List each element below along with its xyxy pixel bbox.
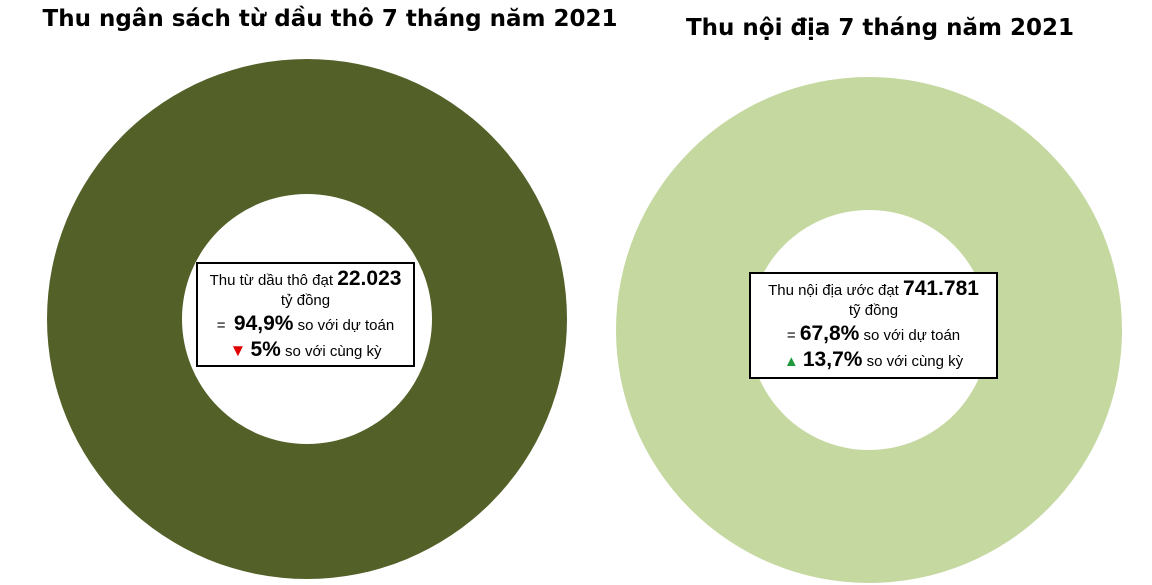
right-donut-chart xyxy=(616,77,1122,583)
left-info-unit: tỷ đồng xyxy=(280,292,331,310)
right-yoy-label: so với cùng kỳ xyxy=(866,353,964,371)
left-info-box: Thu từ dầu thô đạt 22.023 tỷ đồng = 94,9… xyxy=(196,262,415,367)
left-chart-title: Thu ngân sách từ dầu thô 7 tháng năm 202… xyxy=(42,6,618,32)
down-triangle-icon: ▼ xyxy=(229,341,247,361)
left-budget-label: so với dự toán xyxy=(297,317,395,334)
right-equals-sign: = xyxy=(786,327,796,344)
left-donut-chart xyxy=(47,59,567,579)
right-budget-label: so với dự toán xyxy=(863,327,961,344)
donut-slice-0-0 xyxy=(47,59,567,579)
up-triangle-icon: ▲ xyxy=(783,353,799,371)
left-info-value: 22.023 xyxy=(337,267,402,290)
right-info-line-3: = 67,8% so với dự toán xyxy=(755,321,992,347)
left-info-line-1: Thu từ dầu thô đạt 22.023 xyxy=(202,266,409,292)
left-budget-percent: 94,9% xyxy=(233,312,294,335)
right-info-value: 741.781 xyxy=(903,277,979,300)
right-chart-title: Thu nội địa 7 tháng năm 2021 xyxy=(685,15,1074,41)
right-yoy-percent: 13,7% xyxy=(802,348,863,372)
left-info-line-4: ▼ 5% so với cùng kỳ xyxy=(202,337,409,363)
right-info-label: Thu nội địa ước đạt xyxy=(768,282,899,299)
left-info-label: Thu từ dầu thô đạt xyxy=(209,272,334,289)
left-yoy-label: so với cùng kỳ xyxy=(284,343,382,361)
donut-slice-1-0 xyxy=(616,77,1122,583)
right-info-line-1: Thu nội địa ước đạt 741.781 xyxy=(755,276,992,302)
left-equals-sign: = xyxy=(216,317,226,334)
right-info-line-4: ▲ 13,7% so với cùng kỳ xyxy=(755,347,992,373)
left-info-line-3: = 94,9% so với dự toán xyxy=(202,311,409,337)
right-info-box: Thu nội địa ước đạt 741.781 tỹ đồng = 67… xyxy=(749,272,998,379)
left-yoy-percent: 5% xyxy=(250,338,281,362)
right-info-unit: tỹ đồng xyxy=(848,302,899,320)
right-budget-percent: 67,8% xyxy=(799,322,860,345)
